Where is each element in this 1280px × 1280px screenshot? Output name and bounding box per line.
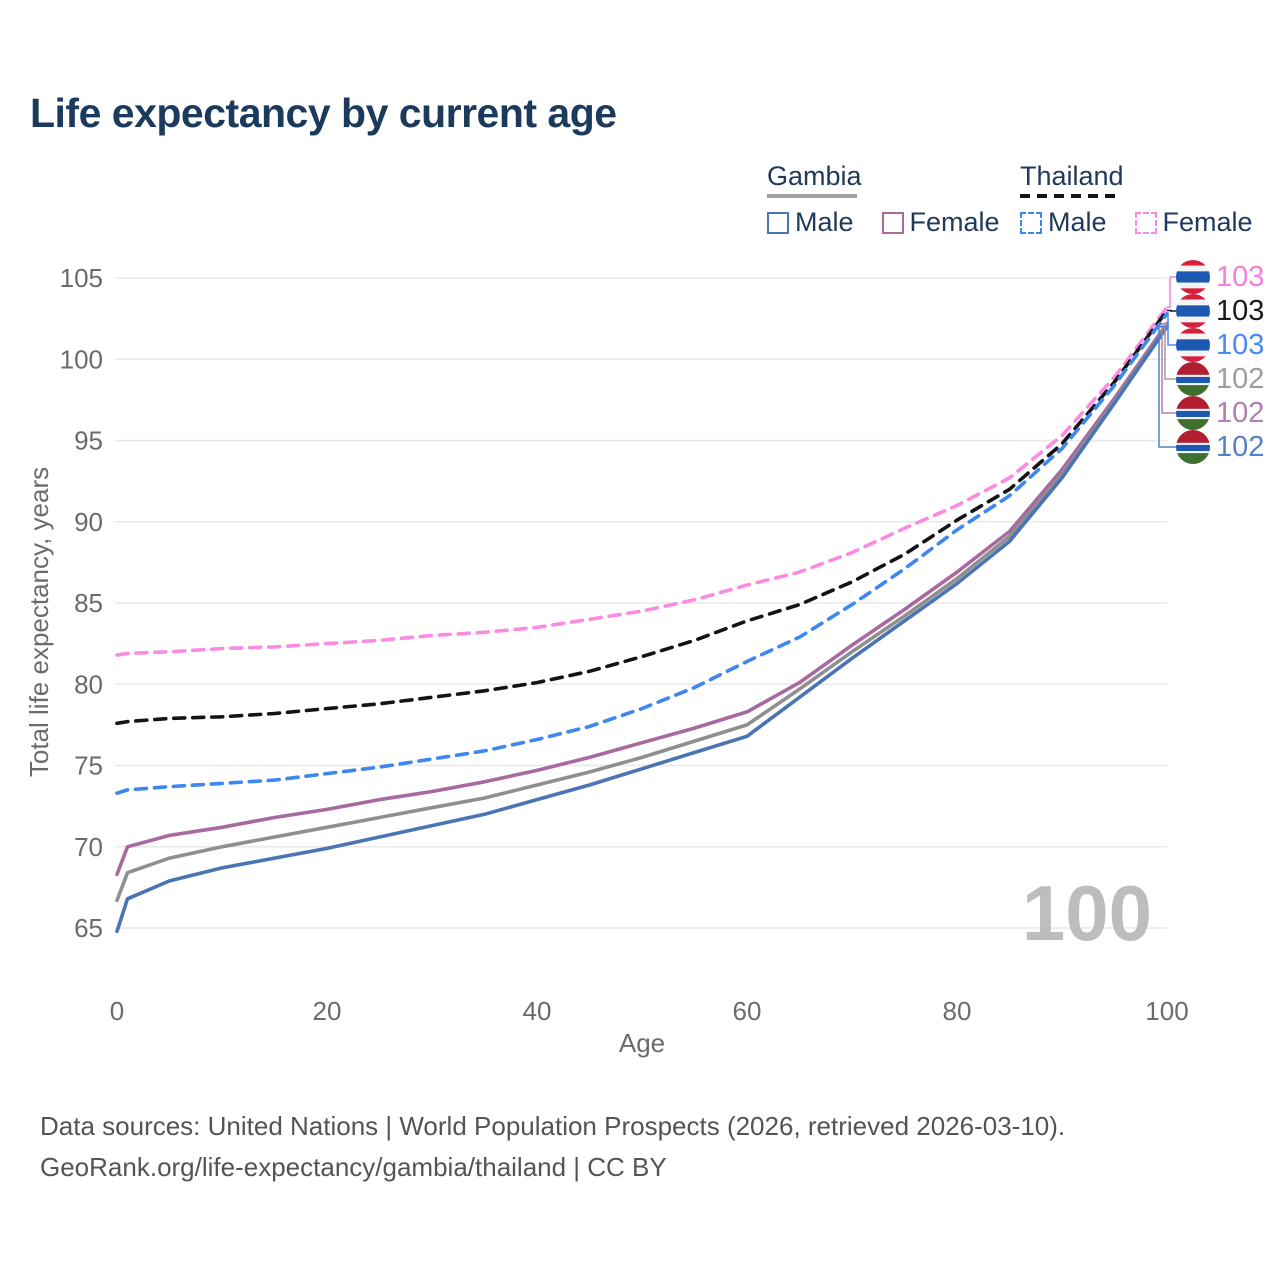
end-label-thailand-both-sexes: 103 <box>1176 294 1264 328</box>
gambia-flag-icon <box>1176 362 1210 396</box>
end-label-value: 102 <box>1216 396 1265 429</box>
legend-label-gambia-male[interactable]: Male <box>795 207 854 237</box>
series-end-labels: 103 103 103 102 102 102 <box>1176 260 1264 464</box>
x-axis-title: Age <box>619 1028 665 1058</box>
y-tick-70: 70 <box>74 832 103 862</box>
y-tick-105: 105 <box>60 263 103 293</box>
legend-label-gambia-female[interactable]: Female <box>909 207 1000 237</box>
end-label-leader-3 <box>1164 324 1176 380</box>
legend-gambia-label: Gambia <box>767 161 862 191</box>
x-tick-60: 60 <box>733 996 762 1026</box>
y-tick-65: 65 <box>74 913 103 943</box>
y-axis-title: Total life expectancy, years <box>24 467 54 777</box>
x-tick-80: 80 <box>943 996 972 1026</box>
end-label-gambia-female: 102 <box>1176 396 1264 430</box>
end-label-value: 103 <box>1216 328 1265 361</box>
legend-thailand-underline <box>1020 194 1120 198</box>
series-line-thailand-both[interactable] <box>115 308 1169 726</box>
end-label-thailand-female: 103 <box>1176 260 1264 294</box>
end-label-value: 103 <box>1216 294 1265 327</box>
y-tick-100: 100 <box>60 344 103 374</box>
legend-swatch-gambia-male[interactable] <box>767 211 789 234</box>
series-line-gambia-male[interactable] <box>115 325 1169 934</box>
x-tick-100: 100 <box>1145 996 1188 1026</box>
thailand-flag-icon <box>1176 328 1210 362</box>
y-tick-90: 90 <box>74 507 103 537</box>
legend-swatch-gambia-female[interactable] <box>881 211 904 234</box>
thailand-flag-icon <box>1176 294 1210 328</box>
legend-group-gambia: Gambia Male Female <box>767 161 1000 238</box>
y-tick-95: 95 <box>74 426 103 456</box>
series-line-gambia-female[interactable] <box>115 321 1169 877</box>
end-label-gambia-both-sexes: 102 <box>1176 362 1264 396</box>
series-line-thailand-female[interactable] <box>115 305 1169 657</box>
legend-label-thailand-female[interactable]: Female <box>1162 207 1253 237</box>
footer-attribution-line: GeoRank.org/life-expectancy/gambia/thail… <box>40 1152 667 1182</box>
end-label-value: 102 <box>1216 362 1265 395</box>
series-line-gambia-both[interactable] <box>115 323 1169 903</box>
series-line-thailand-male[interactable] <box>115 312 1169 795</box>
end-label-value: 103 <box>1216 260 1265 293</box>
gambia-flag-icon <box>1176 396 1210 430</box>
footer-sources-line: Data sources: United Nations | World Pop… <box>40 1111 1066 1141</box>
y-tick-75: 75 <box>74 751 103 781</box>
x-tick-0: 0 <box>110 996 124 1026</box>
legend-swatch-thailand-female[interactable] <box>1134 211 1157 234</box>
x-tick-40: 40 <box>523 996 552 1026</box>
end-label-leader-5 <box>1158 326 1176 448</box>
thailand-flag-icon <box>1176 260 1210 294</box>
end-label-leader-0 <box>1167 276 1176 308</box>
footer: Data sources: United Nations | World Pop… <box>40 1106 1065 1188</box>
end-label-gambia-male: 102 <box>1176 430 1264 464</box>
legend-thailand-label: Thailand <box>1020 161 1124 191</box>
legend-label-thailand-male[interactable]: Male <box>1048 207 1107 237</box>
end-label-leader-2 <box>1167 313 1176 346</box>
end-label-leader-4 <box>1161 322 1176 414</box>
y-tick-80: 80 <box>74 669 103 699</box>
legend-group-thailand: Thailand Male Female <box>1020 161 1253 238</box>
gambia-flag-icon <box>1176 430 1210 464</box>
y-tick-85: 85 <box>74 588 103 618</box>
age-counter-watermark: 100 <box>1021 869 1152 957</box>
legend-swatch-thailand-male[interactable] <box>1020 211 1042 234</box>
chart-title: Life expectancy by current age <box>30 90 617 136</box>
x-tick-20: 20 <box>313 996 342 1026</box>
legend-gambia-underline <box>767 194 857 198</box>
end-label-thailand-male: 103 <box>1176 328 1264 362</box>
end-label-value: 102 <box>1216 430 1265 463</box>
end-label-leader-1 <box>1167 309 1176 312</box>
